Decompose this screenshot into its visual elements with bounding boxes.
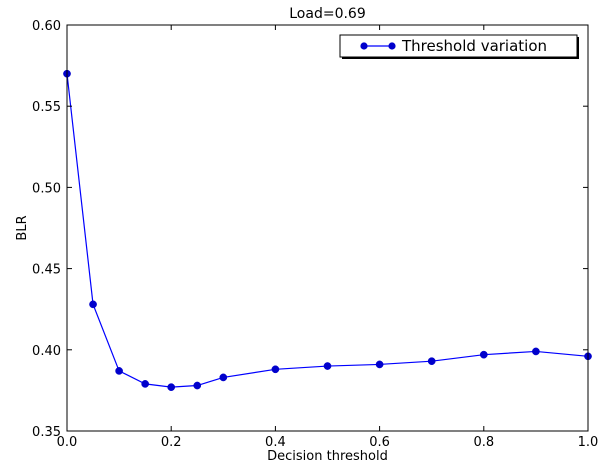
x-tick-label: 1.0	[578, 435, 599, 450]
y-tick-label: 0.60	[32, 19, 61, 34]
data-point	[479, 350, 488, 359]
x-tick-label: 0.2	[161, 435, 182, 450]
x-tick-label: 0.0	[57, 435, 78, 450]
data-point	[115, 367, 123, 375]
data-point	[532, 347, 540, 356]
legend-marker	[388, 42, 396, 50]
y-tick-label: 0.50	[32, 181, 61, 196]
data-point	[89, 300, 97, 309]
data-point	[375, 360, 384, 369]
y-tick-label: 0.45	[32, 263, 61, 278]
data-point	[323, 362, 332, 370]
plot-area	[63, 24, 592, 432]
axis-ticks: 0.0 0.2 0.4 0.6 0.8 1.0 0.35 0.40 0.45 0.50 0.55 0.…	[32, 19, 598, 450]
data-point	[141, 380, 149, 388]
series-line	[66, 73, 589, 388]
x-tick-label: 0.6	[369, 435, 390, 450]
axes-frame	[66, 24, 589, 432]
y-axis-label: BLR	[15, 215, 30, 240]
legend-box	[339, 34, 578, 58]
legend-label: Threshold variation	[401, 37, 547, 55]
x-tick-label: 0.8	[473, 435, 494, 450]
chart-title: Load=0.69	[289, 6, 366, 22]
data-point	[193, 381, 202, 390]
x-axis-label: Decision threshold	[267, 449, 388, 464]
data-point	[219, 373, 228, 382]
legend-marker	[360, 42, 368, 50]
y-tick-label: 0.55	[32, 100, 61, 115]
data-point	[427, 357, 436, 366]
x-tick-label: 0.4	[265, 435, 286, 450]
y-tick-label: 0.35	[32, 425, 61, 440]
y-tick-label: 0.40	[32, 344, 61, 359]
data-point	[271, 365, 280, 374]
legend: Threshold variation	[339, 34, 579, 59]
data-point	[167, 383, 176, 392]
